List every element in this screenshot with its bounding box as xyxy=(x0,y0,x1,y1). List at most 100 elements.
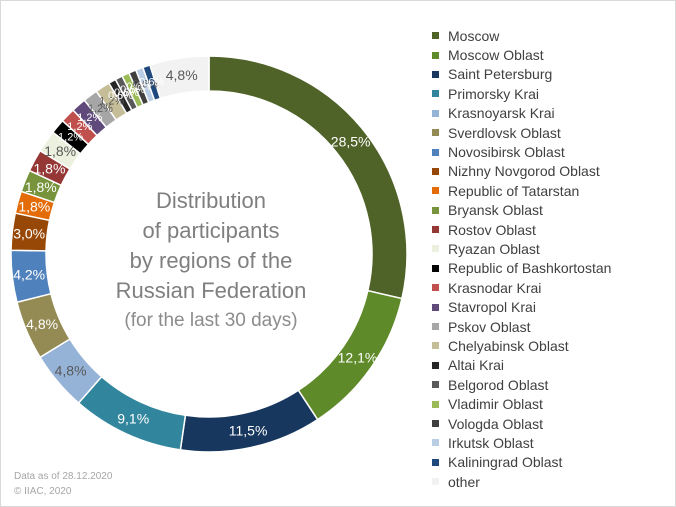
legend-item: Vladimir Oblast xyxy=(432,394,672,413)
legend-swatch xyxy=(432,129,439,137)
legend-label: Saint Petersburg xyxy=(448,66,553,83)
slice-data-label: 1,2% xyxy=(99,95,124,107)
slice-data-label: 0,6% xyxy=(114,87,139,99)
legend-item: Moscow xyxy=(432,26,672,45)
legend-label: Stavropol Krai xyxy=(448,299,536,316)
title-line-1: Distribution xyxy=(155,188,267,213)
slice-data-label: 0,6% xyxy=(133,79,158,91)
slice-data-label: 1,2% xyxy=(77,112,102,124)
slice-data-label: 1,8% xyxy=(44,143,76,159)
legend-item: Vologda Oblast xyxy=(432,414,672,433)
legend-item: Moscow Oblast xyxy=(432,45,672,64)
legend-swatch xyxy=(432,478,439,486)
slice-data-label: 1,2% xyxy=(88,103,113,115)
slice-data-label: 4,2% xyxy=(13,267,45,283)
slice-data-label: 1,8% xyxy=(25,179,57,195)
legend-label: Vladimir Oblast xyxy=(448,396,543,413)
legend-label: Novosibirsk Oblast xyxy=(448,144,565,161)
legend-item: Kaliningrad Oblast xyxy=(432,453,672,472)
slice-data-label: 11,5% xyxy=(229,423,268,439)
legend-swatch xyxy=(432,90,439,98)
legend-item: Krasnodar Krai xyxy=(432,278,672,297)
legend-swatch xyxy=(432,32,439,40)
legend-label: Republic of Tatarstan xyxy=(448,182,580,199)
legend-swatch xyxy=(432,323,439,331)
legend-swatch xyxy=(432,226,439,234)
legend-item: Ryazan Oblast xyxy=(432,239,672,258)
copyright-note: © IIAC, 2020 xyxy=(14,486,72,497)
legend-label: Moscow xyxy=(448,27,500,44)
slice-data-label: 1,2% xyxy=(67,121,92,133)
legend-label: Nizhny Novgorod Oblast xyxy=(448,163,600,180)
legend-swatch xyxy=(432,381,439,389)
legend-label: Altai Krai xyxy=(448,357,505,374)
legend-swatch xyxy=(432,303,439,311)
data-date-note: Data as of 28.12.2020 xyxy=(14,471,113,482)
legend-item: other xyxy=(432,472,672,491)
legend-item: Bryansk Oblast xyxy=(432,201,672,220)
slice-data-label: 1,8% xyxy=(18,199,50,215)
slice-data-label: 4,8% xyxy=(166,67,198,83)
slice-data-label: 1,8% xyxy=(34,160,66,176)
legend-swatch xyxy=(432,187,439,195)
legend-swatch xyxy=(432,361,439,369)
legend-swatch xyxy=(432,439,439,447)
legend-label: Ryazan Oblast xyxy=(448,240,540,257)
legend-label: Chelyabinsk Oblast xyxy=(448,337,569,354)
legend-label: Pskov Oblast xyxy=(448,318,531,335)
slice-data-label: 0,6% xyxy=(108,90,133,102)
legend-item: Belgorod Oblast xyxy=(432,375,672,394)
legend-swatch xyxy=(432,400,439,408)
legend-item: Irkutsk Oblast xyxy=(432,433,672,452)
legend-swatch xyxy=(432,284,439,292)
slice-data-label: 0,6% xyxy=(120,84,145,96)
legend-label: Vologda Oblast xyxy=(448,415,543,432)
title-line-4: Russian Federation xyxy=(115,278,307,303)
legend-item: Primorsky Krai xyxy=(432,84,672,103)
legend-item: Republic of Bashkortostan xyxy=(432,259,672,278)
legend-item: Altai Krai xyxy=(432,356,672,375)
legend-item: Chelyabinsk Oblast xyxy=(432,336,672,355)
legend-item: Novosibirsk Oblast xyxy=(432,142,672,161)
slice-data-label: 0,6% xyxy=(126,81,151,93)
legend-swatch xyxy=(432,342,439,350)
legend-label: Krasnodar Krai xyxy=(448,279,542,296)
legend-swatch xyxy=(432,167,439,175)
title-line-2: of participants xyxy=(142,218,280,243)
legend-label: Krasnoyarsk Krai xyxy=(448,105,555,122)
legend-item: Pskov Oblast xyxy=(432,317,672,336)
legend-swatch xyxy=(432,458,439,466)
chart-title: Distribution of participants by regions … xyxy=(96,186,326,336)
slice-data-label: 3,0% xyxy=(13,225,45,241)
legend-swatch xyxy=(432,109,439,117)
legend-label: Kaliningrad Oblast xyxy=(448,454,563,471)
legend-swatch xyxy=(432,206,439,214)
legend-swatch xyxy=(432,420,439,427)
legend-swatch xyxy=(432,264,439,272)
legend-item: Nizhny Novgorod Oblast xyxy=(432,162,672,181)
slice-data-label: 0,6% xyxy=(139,76,164,88)
legend-label: Moscow Oblast xyxy=(448,47,544,64)
legend-item: Stavropol Krai xyxy=(432,297,672,316)
legend-label: Republic of Bashkortostan xyxy=(448,260,612,277)
donut-slice xyxy=(179,389,319,453)
legend-item: Rostov Oblast xyxy=(432,220,672,239)
legend-item: Sverdlovsk Oblast xyxy=(432,123,672,142)
legend-swatch xyxy=(432,70,439,78)
slice-data-label: 28,5% xyxy=(331,133,371,149)
legend-label: Irkutsk Oblast xyxy=(448,434,534,451)
donut-slice xyxy=(149,55,210,100)
legend-item: Saint Petersburg xyxy=(432,65,672,84)
slice-data-label: 9,1% xyxy=(117,410,149,426)
slice-data-label: 4,8% xyxy=(55,363,87,379)
chart-subtitle: (for the last 30 days) xyxy=(124,310,298,331)
slice-data-label: 4,8% xyxy=(26,316,58,332)
legend-label: Bryansk Oblast xyxy=(448,202,543,219)
legend-item: Republic of Tatarstan xyxy=(432,181,672,200)
legend-label: Sverdlovsk Oblast xyxy=(448,124,561,141)
title-line-3: by regions of the xyxy=(129,248,293,273)
legend-swatch xyxy=(432,245,439,253)
legend-item: Krasnoyarsk Krai xyxy=(432,104,672,123)
legend-swatch xyxy=(432,51,439,59)
